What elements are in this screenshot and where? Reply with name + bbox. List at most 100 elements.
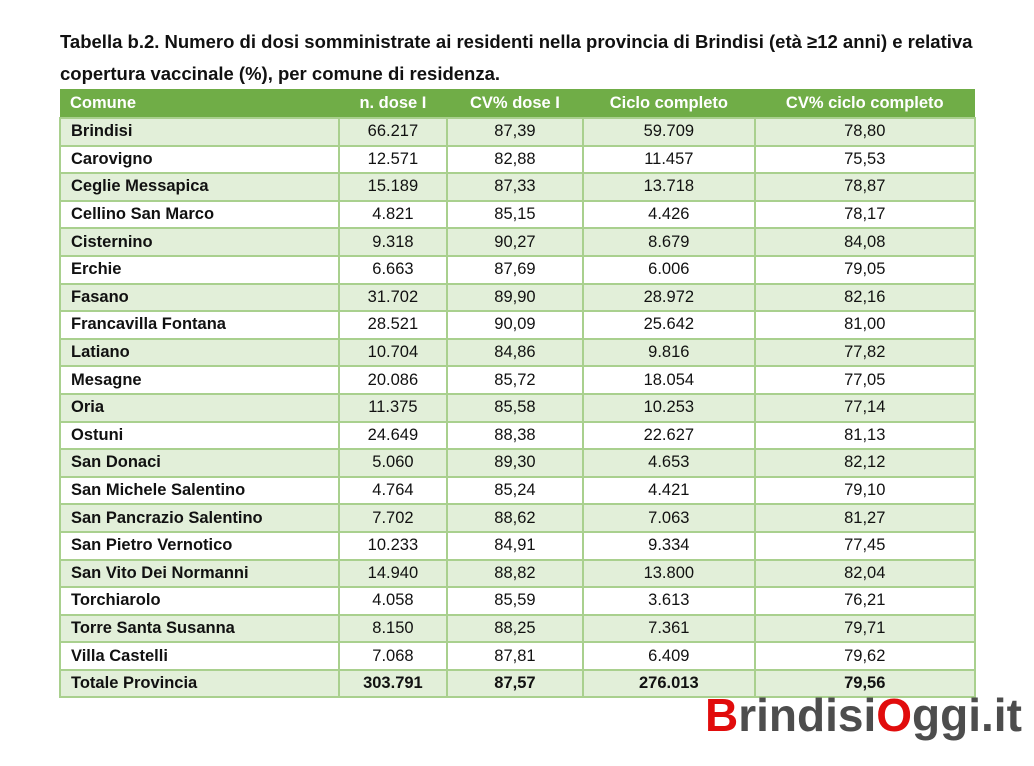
cell-cv-dose1: 89,90 xyxy=(445,282,585,313)
table-row: Oria 11.375 85,58 10.253 77,14 xyxy=(59,392,977,423)
cell-cv-ciclo: 78,80 xyxy=(753,117,977,147)
cell-comune: Carovigno xyxy=(59,144,340,175)
col-header-comune: Comune xyxy=(60,89,339,118)
cell-cv-ciclo: 77,05 xyxy=(753,365,977,395)
cell-cv-dose1: 88,82 xyxy=(445,558,585,589)
cell-comune: San Michele Salentino xyxy=(59,475,340,506)
cell-cv-dose1: 88,25 xyxy=(445,613,585,644)
table-row: Erchie 6.663 87,69 6.006 79,05 xyxy=(59,254,977,285)
cell-comune: Mesagne xyxy=(59,365,340,395)
cell-comune: San Pancrazio Salentino xyxy=(59,503,340,533)
cell-cv-ciclo: 81,13 xyxy=(753,420,977,451)
table-row: Fasano 31.702 89,90 28.972 82,16 xyxy=(59,282,977,313)
cell-dose1: 6.663 xyxy=(338,254,448,285)
cell-dose1: 28.521 xyxy=(338,310,448,340)
table-row: San Pietro Vernotico 10.233 84,91 9.334 77,4… xyxy=(59,530,977,561)
cell-comune: San Donaci xyxy=(59,448,340,478)
cell-cv-dose1: 90,09 xyxy=(445,310,585,340)
cell-ciclo: 7.361 xyxy=(582,613,756,644)
cell-cv-ciclo: 82,16 xyxy=(753,282,977,313)
cell-dose1: 4.821 xyxy=(338,199,448,230)
cell-cv-dose1: 85,59 xyxy=(445,586,585,616)
cell-ciclo: 4.421 xyxy=(582,475,756,506)
cell-cv-ciclo: 84,08 xyxy=(753,227,977,257)
cell-cv-ciclo: 77,45 xyxy=(753,530,977,561)
cell-cv-dose1: 85,58 xyxy=(445,392,585,423)
cell-dose1: 11.375 xyxy=(338,392,448,423)
cell-comune: Torre Santa Susanna xyxy=(59,613,340,644)
col-header-dose1: n. dose I xyxy=(339,89,447,118)
cell-ciclo: 18.054 xyxy=(582,365,756,395)
table-row: Torchiarolo 4.058 85,59 3.613 76,21 xyxy=(59,586,977,616)
cell-comune: Cisternino xyxy=(59,227,340,257)
cell-comune: San Pietro Vernotico xyxy=(59,530,340,561)
cell-dose1: 7.068 xyxy=(338,641,448,671)
brindisioggi-watermark-logo: BrindisiOggi.it xyxy=(705,689,1022,741)
cell-dose1: 31.702 xyxy=(338,282,448,313)
cell-cv-dose1: 87,69 xyxy=(445,254,585,285)
table-row: Ceglie Messapica 15.189 87,33 13.718 78,87 xyxy=(59,172,977,202)
cell-comune: Oria xyxy=(59,392,340,423)
cell-cv-dose1: 84,86 xyxy=(445,337,585,368)
cell-ciclo: 4.426 xyxy=(582,199,756,230)
cell-cv-dose1: 88,38 xyxy=(445,420,585,451)
table-row: Carovigno 12.571 82,88 11.457 75,53 xyxy=(59,144,977,175)
cell-cv-ciclo: 79,71 xyxy=(753,613,977,644)
cell-cv-ciclo: 78,87 xyxy=(753,172,977,202)
cell-comune: Cellino San Marco xyxy=(59,199,340,230)
col-header-cv-dose1: CV% dose I xyxy=(446,89,584,118)
table-row: Francavilla Fontana 28.521 90,09 25.642 81,0… xyxy=(59,310,977,340)
header-row: Comune n. dose I CV% dose I Ciclo comple… xyxy=(60,89,975,118)
cell-comune: Villa Castelli xyxy=(59,641,340,671)
cell-ciclo: 28.972 xyxy=(582,282,756,313)
cell-dose1: 24.649 xyxy=(338,420,448,451)
total-row: Totale Provincia 303.791 87,57 276.013 79,56 xyxy=(59,668,977,699)
cell-cv-ciclo: 81,27 xyxy=(753,503,977,533)
cell-comune: Ceglie Messapica xyxy=(59,172,340,202)
table-row: Cellino San Marco 4.821 85,15 4.426 78,17 xyxy=(59,199,977,230)
cell-cv-ciclo: 77,14 xyxy=(753,392,977,423)
cell-ciclo: 59.709 xyxy=(582,117,756,147)
cell-ciclo: 13.800 xyxy=(582,558,756,589)
cell-cv-dose1: 87,39 xyxy=(445,117,585,147)
cell-ciclo: 6.409 xyxy=(582,641,756,671)
cell-dose1: 5.060 xyxy=(338,448,448,478)
table-caption: Tabella b.2. Numero di dosi somministrat… xyxy=(60,31,973,84)
table-row: Brindisi 66.217 87,39 59.709 78,80 xyxy=(59,117,977,147)
cell-dose1: 10.233 xyxy=(338,530,448,561)
cell-comune: Erchie xyxy=(59,254,340,285)
cell-comune: Latiano xyxy=(59,337,340,368)
cell-comune: Totale Provincia xyxy=(59,668,340,699)
col-header-ciclo: Ciclo completo xyxy=(583,89,755,118)
cell-dose1: 4.058 xyxy=(338,586,448,616)
col-header-cv-ciclo: CV% ciclo completo xyxy=(754,89,975,118)
table-row: San Michele Salentino 4.764 85,24 4.421 79,1… xyxy=(59,475,977,506)
cell-ciclo: 11.457 xyxy=(582,144,756,175)
cell-cv-dose1: 90,27 xyxy=(445,227,585,257)
cell-dose1: 10.704 xyxy=(338,337,448,368)
cell-ciclo: 13.718 xyxy=(582,172,756,202)
table-row: Villa Castelli 7.068 87,81 6.409 79,62 xyxy=(59,641,977,671)
table-row: Latiano 10.704 84,86 9.816 77,82 xyxy=(59,337,977,368)
table-row: San Pancrazio Salentino 7.702 88,62 7.063 81… xyxy=(59,503,977,533)
cell-dose1: 9.318 xyxy=(338,227,448,257)
cell-cv-dose1: 84,91 xyxy=(445,530,585,561)
cell-cv-ciclo: 79,10 xyxy=(753,475,977,506)
cell-ciclo: 9.816 xyxy=(582,337,756,368)
cell-dose1: 66.217 xyxy=(338,117,448,147)
cell-ciclo: 3.613 xyxy=(582,586,756,616)
table-row: Cisternino 9.318 90,27 8.679 84,08 xyxy=(59,227,977,257)
cell-comune: Francavilla Fontana xyxy=(59,310,340,340)
vaccination-table: Comune n. dose I CV% dose I Ciclo comple… xyxy=(59,89,977,699)
cell-ciclo: 9.334 xyxy=(582,530,756,561)
cell-cv-dose1: 85,15 xyxy=(445,199,585,230)
cell-cv-dose1: 89,30 xyxy=(445,448,585,478)
table-row: San Donaci 5.060 89,30 4.653 82,12 xyxy=(59,448,977,478)
cell-cv-ciclo: 79,62 xyxy=(753,641,977,671)
cell-dose1: 14.940 xyxy=(338,558,448,589)
cell-cv-ciclo: 82,12 xyxy=(753,448,977,478)
cell-cv-ciclo: 77,82 xyxy=(753,337,977,368)
cell-cv-dose1: 85,24 xyxy=(445,475,585,506)
cell-ciclo: 8.679 xyxy=(582,227,756,257)
cell-cv-ciclo: 82,04 xyxy=(753,558,977,589)
